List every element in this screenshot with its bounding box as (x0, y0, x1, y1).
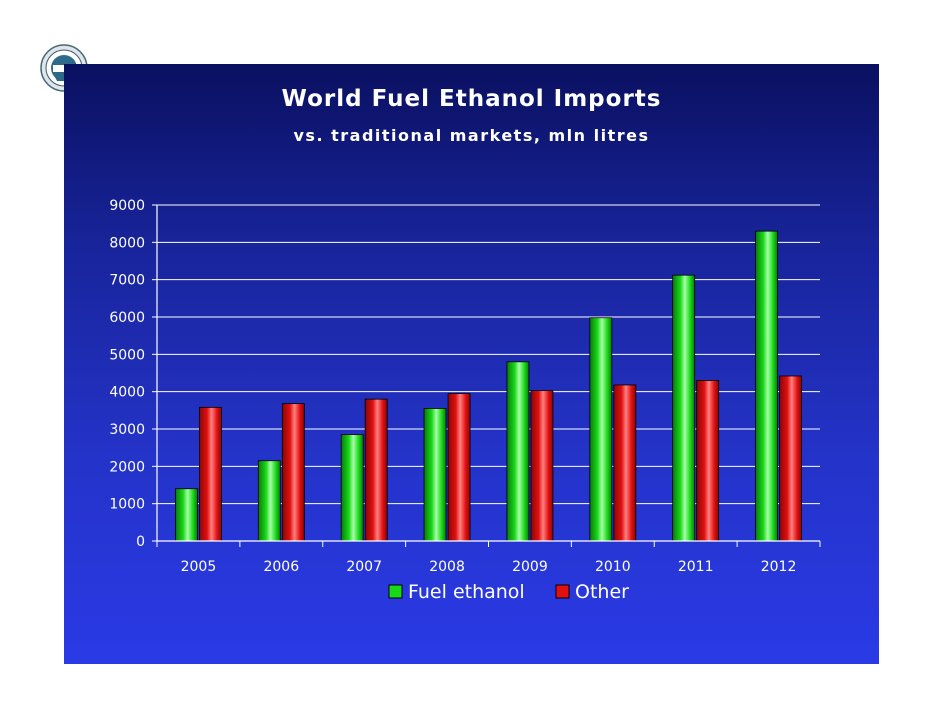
bar-fuel-ethanol-2007 (340, 434, 364, 542)
chart-title: World Fuel Ethanol Imports (281, 86, 662, 112)
x-tick-label: 2008 (429, 559, 465, 575)
axes (156, 205, 820, 542)
bar-fuel-ethanol-2009 (506, 361, 530, 542)
y-tick-label: 2000 (109, 459, 145, 475)
chart-slide: World Fuel Ethanol Imports vs. tradition… (64, 64, 879, 664)
y-tick-label: 5000 (109, 347, 145, 363)
bar-fuel-ethanol-2012 (755, 230, 778, 542)
bar-other-2012 (779, 375, 802, 542)
legend: Fuel ethanol Other (388, 581, 629, 603)
y-tick-label: 7000 (109, 273, 145, 289)
bar-other-2011 (696, 380, 720, 542)
bar-fuel-ethanol-2005 (175, 488, 198, 542)
bar-other-2008 (447, 393, 471, 542)
x-tick-label: 2005 (181, 559, 217, 575)
legend-swatch-fuel-ethanol (388, 584, 403, 599)
y-tick-label: 9000 (109, 198, 145, 214)
y-tick-label: 0 (136, 534, 145, 550)
legend-label-other: Other (575, 581, 629, 603)
bar-other-2005 (199, 406, 222, 542)
y-tick-label: 8000 (109, 235, 145, 251)
grid-lines (157, 204, 820, 505)
x-tick-label: 2007 (346, 559, 382, 575)
bar-other-2010 (613, 384, 637, 542)
legend-swatch-other (555, 584, 570, 599)
axis-ticks: 0 1000 2000 3000 4000 5000 6000 7000 8000 9000 200… (109, 198, 821, 575)
x-tick-label: 2011 (678, 559, 714, 575)
bar-fuel-ethanol-2011 (672, 274, 696, 542)
y-tick-label: 3000 (109, 422, 145, 438)
y-tick-label: 6000 (109, 310, 145, 326)
bar-other-2009 (530, 390, 554, 542)
bar-other-2007 (364, 398, 388, 542)
x-tick-label: 2006 (263, 559, 299, 575)
legend-label-fuel-ethanol: Fuel ethanol (408, 581, 525, 603)
bar-chart: 0 1000 2000 3000 4000 5000 6000 7000 8000 9000 200… (109, 198, 821, 603)
x-tick-label: 2009 (512, 559, 548, 575)
y-tick-label: 4000 (109, 385, 145, 401)
bar-other-2006 (281, 403, 305, 542)
bar-fuel-ethanol-2008 (423, 408, 447, 542)
bars (175, 230, 802, 542)
y-tick-label: 1000 (109, 497, 145, 513)
bar-fuel-ethanol-2010 (589, 317, 613, 542)
chart-subtitle: vs. traditional markets, mln litres (293, 126, 650, 145)
x-tick-label: 2012 (761, 559, 797, 575)
x-tick-label: 2010 (595, 559, 631, 575)
bar-fuel-ethanol-2006 (257, 460, 281, 542)
